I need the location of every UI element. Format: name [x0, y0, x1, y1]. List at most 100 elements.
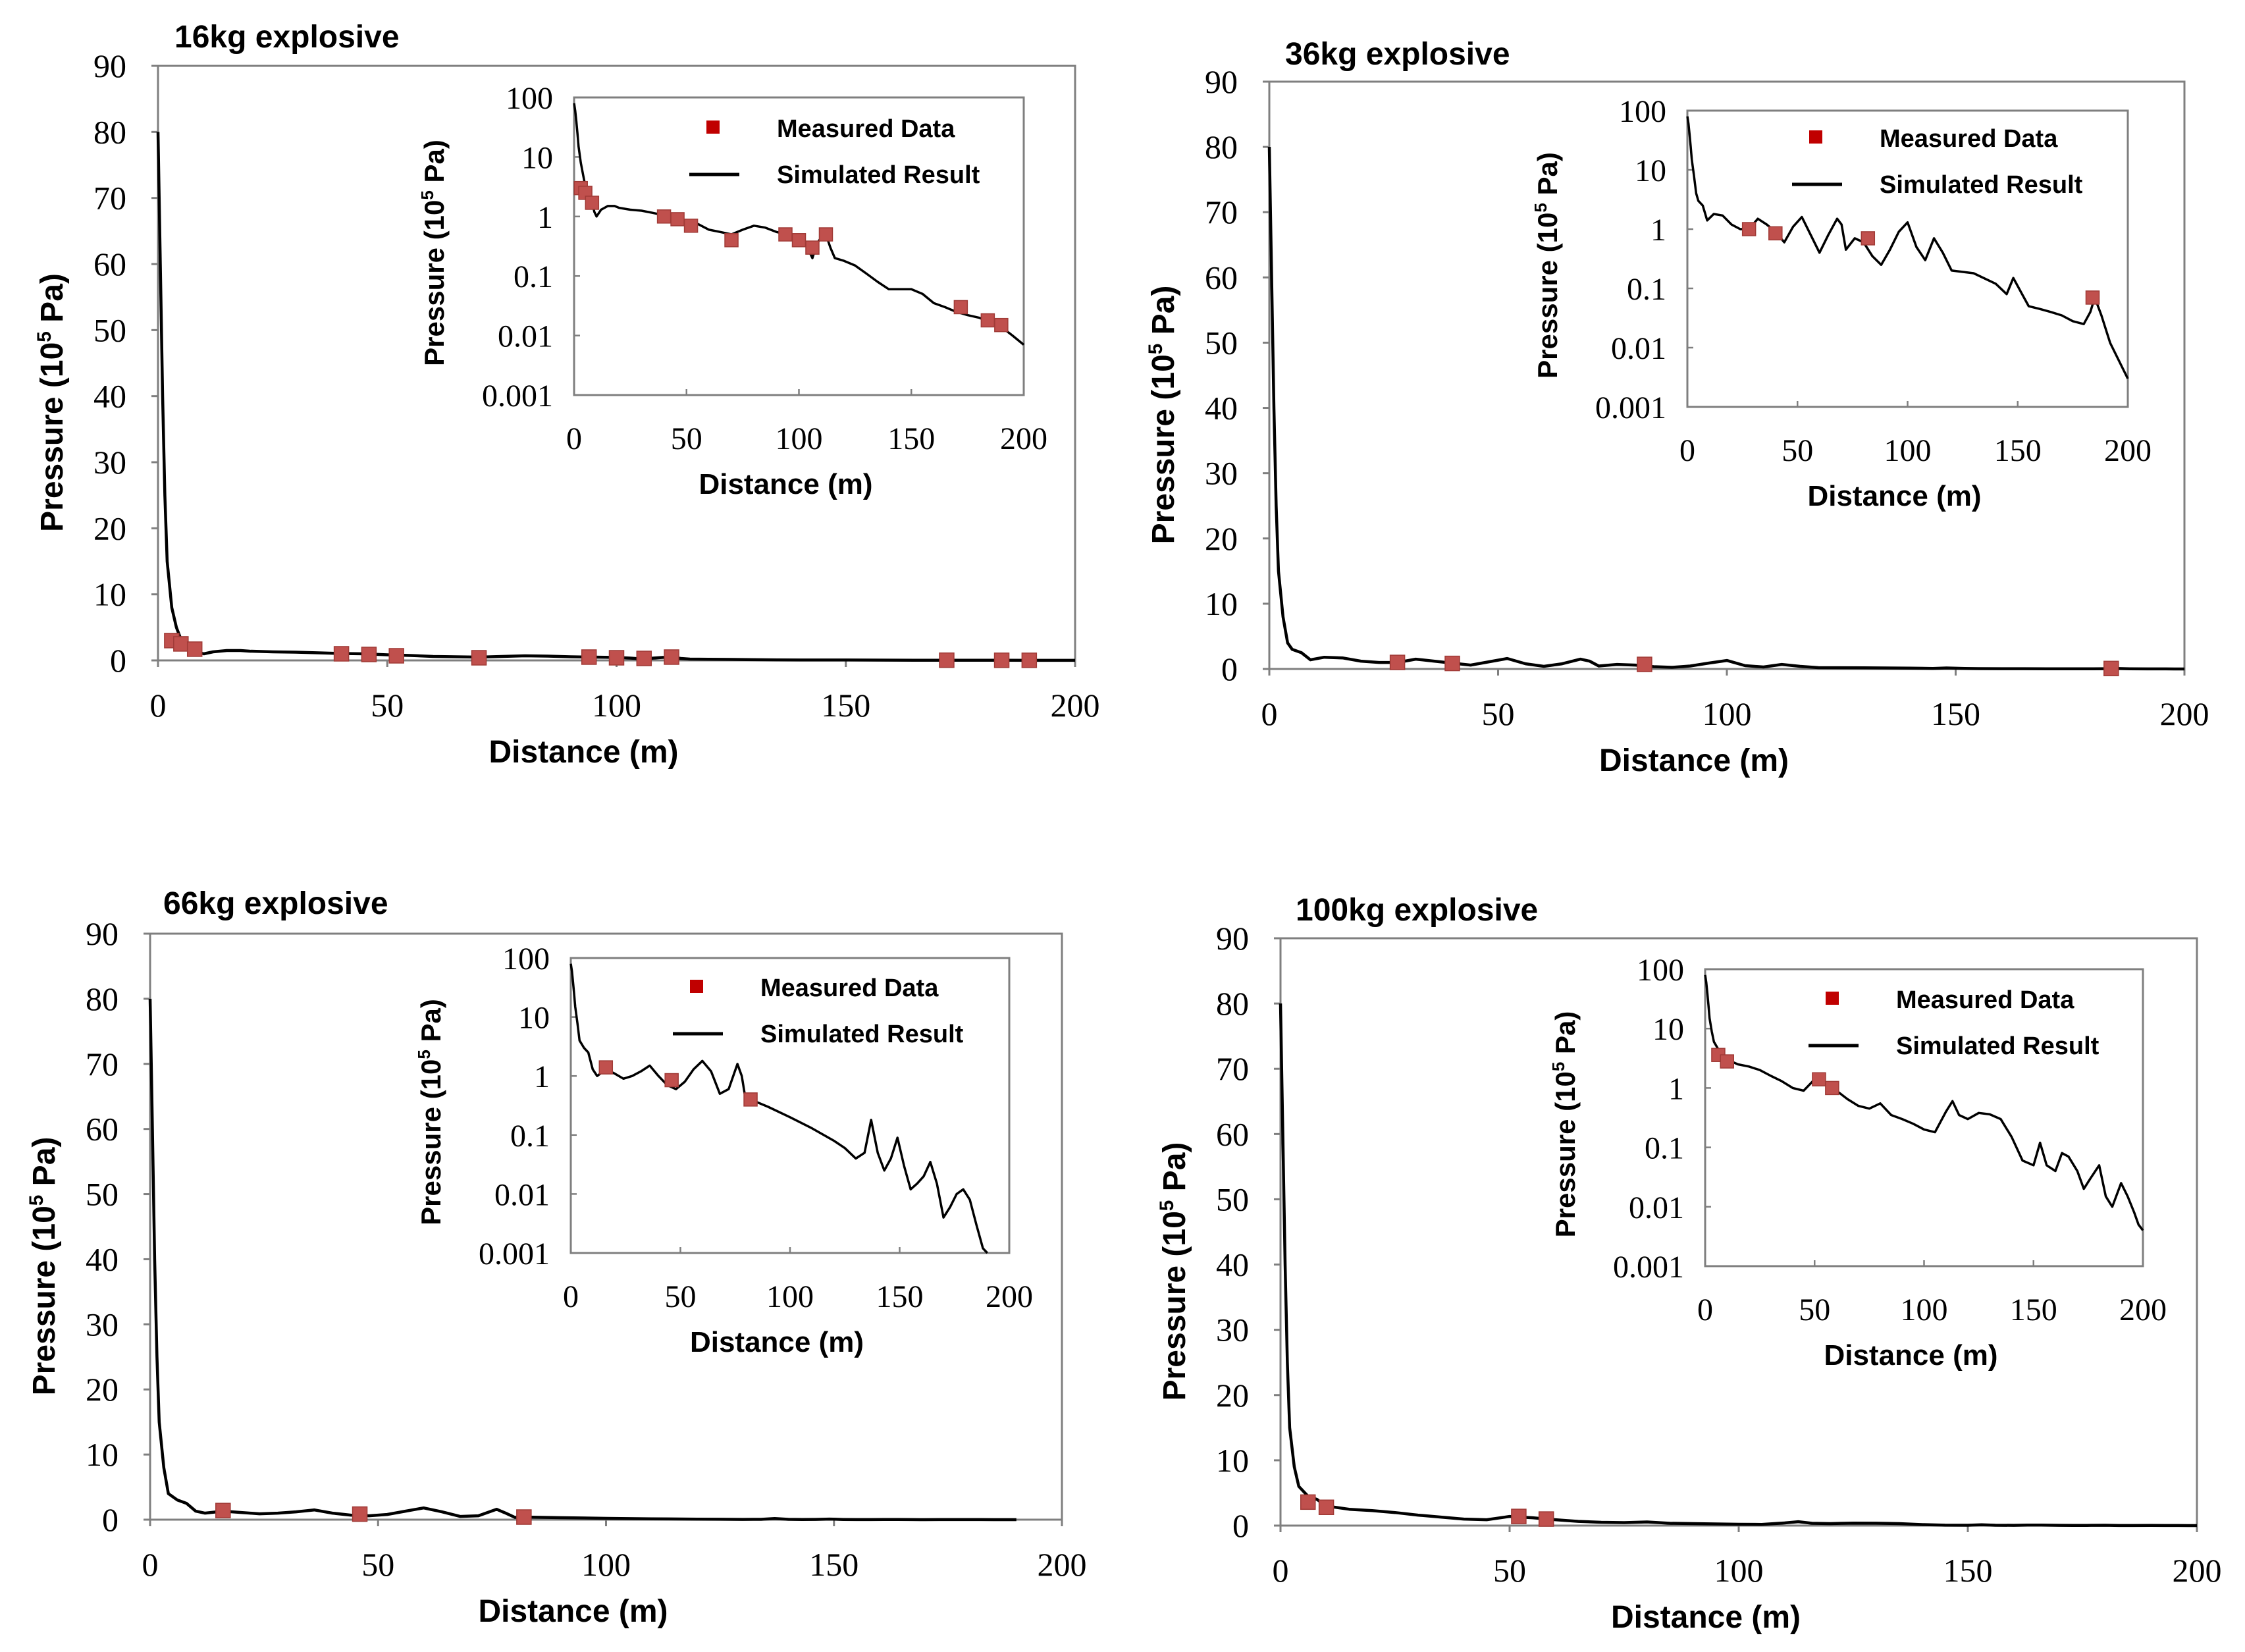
y-axis-label: Pressure (105 Pa) [1145, 286, 1181, 545]
y-tick-label: 90 [93, 47, 126, 84]
measured-data-point [472, 651, 487, 665]
x-tick-label: 0 [150, 687, 167, 724]
y-tick-label: 10 [93, 576, 126, 613]
x-axis-label: Distance (m) [1611, 1600, 1801, 1635]
panel-title: 36kg explosive [1285, 37, 1510, 72]
inset-y-tick-label: 100 [506, 81, 553, 116]
measured-data-point [353, 1507, 367, 1522]
x-tick-label: 200 [1038, 1546, 1087, 1583]
inset-measured-data-point [585, 196, 598, 209]
inset-measured-data-point [793, 234, 806, 247]
measured-data-point [174, 637, 188, 651]
measured-data-point [1637, 657, 1652, 672]
y-tick-label: 10 [86, 1436, 119, 1473]
x-tick-label: 150 [821, 687, 870, 724]
legend-simulated-label: Simulated Result [777, 161, 980, 189]
inset-measured-data-point [819, 228, 832, 241]
inset-x-tick-label: 150 [2010, 1292, 2057, 1327]
x-axis-label: Distance (m) [1599, 743, 1789, 778]
inset-y-tick-label: 0.01 [494, 1177, 550, 1212]
inset-measured-data-point [1826, 1081, 1839, 1094]
inset-y-tick-label: 100 [1619, 94, 1666, 129]
inset-x-axis-label: Distance (m) [1807, 480, 1981, 512]
x-tick-label: 100 [1714, 1552, 1764, 1589]
inset-y-tick-label: 0.001 [482, 379, 553, 413]
inset-measured-data-point [954, 300, 967, 313]
y-axis-label: Pressure (105 Pa) [26, 1137, 62, 1396]
figure-canvas: 16kg explosive01020304050607080900 50 100 1… [0, 0, 2245, 1652]
inset-y-axis-label: Pressure (105 Pa) [417, 140, 450, 366]
x-tick-label: 50 [371, 687, 404, 724]
inset-y-tick-label: 100 [502, 942, 550, 976]
inset-y-tick-label: 1 [1668, 1071, 1684, 1106]
y-tick-label: 90 [1205, 63, 1238, 100]
measured-data-point [1301, 1495, 1315, 1509]
x-tick-label: 100 [581, 1546, 631, 1583]
y-tick-label: 90 [1216, 920, 1249, 957]
inset-measured-data-point [806, 241, 819, 254]
y-tick-label: 40 [93, 378, 126, 415]
y-tick-label: 50 [1205, 324, 1238, 361]
measured-data-point [216, 1503, 230, 1518]
measured-data-point [939, 653, 954, 668]
panel-1: 36kg explosive01020304050607080900 50 100 1… [1145, 37, 2209, 778]
inset-x-tick-label: 200 [986, 1279, 1033, 1314]
measured-data-point [188, 642, 202, 656]
measured-data-point [610, 651, 624, 665]
y-tick-label: 20 [93, 510, 126, 546]
inset-x-tick-label: 200 [1000, 421, 1047, 456]
inset-plot: 100 10 1 0.1 0.01 0.001 0 50 100 150 200 Distance (… [417, 81, 1047, 500]
measured-data-point [389, 649, 404, 663]
legend-measured-marker [1826, 992, 1839, 1005]
y-tick-label: 80 [1216, 985, 1249, 1022]
inset-measured-data-point [671, 213, 684, 226]
inset-x-tick-label: 50 [665, 1279, 697, 1314]
y-tick-label: 70 [1205, 194, 1238, 230]
inset-y-tick-label: 0.1 [1645, 1131, 1684, 1166]
legend-measured-label: Measured Data [760, 974, 939, 1002]
measured-data-point [582, 650, 596, 664]
inset-measured-data-point [725, 234, 738, 247]
inset-y-tick-label: 1 [537, 200, 553, 235]
x-tick-label: 50 [361, 1546, 394, 1583]
y-tick-label: 40 [1216, 1246, 1249, 1283]
inset-measured-data-point [1769, 226, 1782, 240]
inset-y-tick-label: 0.001 [1613, 1250, 1684, 1285]
measured-data-point [2104, 661, 2119, 676]
inset-x-tick-label: 150 [876, 1279, 924, 1314]
inset-y-axis-label: Pressure (105 Pa) [1531, 152, 1563, 379]
measured-data-point [1022, 653, 1036, 668]
y-axis-label: Pressure (105 Pa) [34, 273, 70, 532]
measured-data-point [517, 1510, 531, 1524]
measured-data-point [664, 650, 679, 664]
y-tick-label: 20 [1205, 520, 1238, 557]
y-tick-label: 20 [1216, 1377, 1249, 1414]
inset-y-tick-label: 10 [1635, 153, 1666, 188]
y-tick-label: 60 [93, 246, 126, 282]
inset-y-axis-label: Pressure (105 Pa) [414, 999, 446, 1225]
y-tick-label: 30 [86, 1306, 119, 1343]
inset-measured-data-point [1743, 223, 1756, 236]
y-tick-label: 10 [1216, 1442, 1249, 1479]
inset-x-tick-label: 150 [1994, 433, 2042, 468]
inset-x-tick-label: 100 [766, 1279, 814, 1314]
y-tick-label: 0 [102, 1501, 119, 1538]
y-tick-label: 40 [1205, 390, 1238, 427]
y-tick-label: 10 [1205, 585, 1238, 622]
legend-simulated-label: Simulated Result [760, 1021, 964, 1048]
x-tick-label: 0 [1261, 695, 1278, 732]
inset-y-tick-label: 1 [1651, 213, 1666, 248]
inset-plot-frame [1687, 111, 2128, 407]
panel-title: 16kg explosive [174, 20, 400, 55]
inset-y-tick-label: 0.01 [498, 319, 553, 354]
inset-y-tick-label: 0.1 [510, 1119, 550, 1154]
legend-measured-label: Measured Data [1880, 125, 2058, 153]
inset-y-tick-label: 0.001 [1595, 390, 1666, 425]
x-tick-label: 0 [142, 1546, 159, 1583]
inset-y-tick-label: 0.01 [1629, 1190, 1684, 1225]
inset-y-tick-label: 10 [521, 140, 553, 175]
y-tick-label: 20 [86, 1371, 119, 1408]
y-tick-label: 30 [93, 444, 126, 481]
x-tick-label: 150 [809, 1546, 858, 1583]
y-tick-label: 60 [1216, 1115, 1249, 1152]
